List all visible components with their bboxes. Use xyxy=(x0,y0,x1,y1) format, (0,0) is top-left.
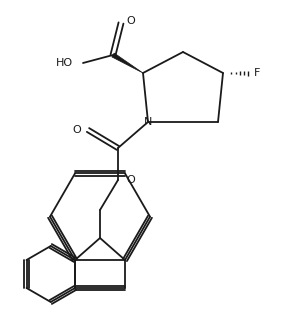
Text: F: F xyxy=(254,68,260,78)
Text: O: O xyxy=(126,175,135,185)
Text: O: O xyxy=(126,16,135,26)
Polygon shape xyxy=(112,53,143,73)
Text: HO: HO xyxy=(56,58,73,68)
Text: N: N xyxy=(144,117,152,127)
Text: O: O xyxy=(72,125,81,135)
